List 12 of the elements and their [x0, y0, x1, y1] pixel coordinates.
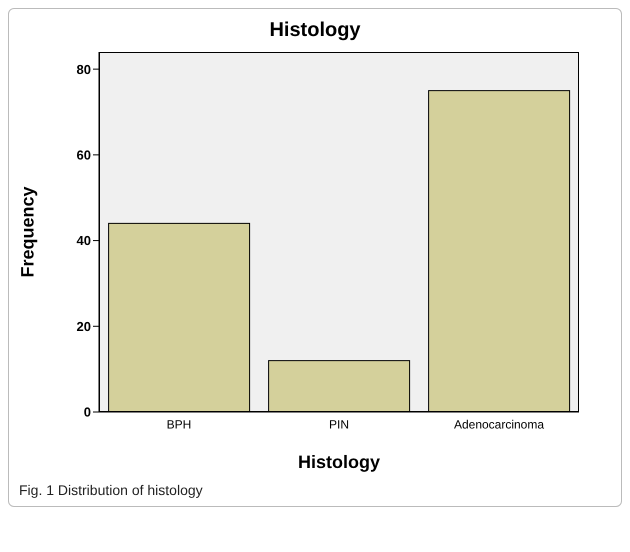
y-tick-label: 0 [84, 404, 91, 420]
y-tick-label: 80 [76, 62, 91, 77]
caption: Fig. 1 Distribution of histology [19, 482, 204, 498]
y-axis-title: Frequency [17, 186, 38, 278]
y-tick-label: 40 [76, 233, 91, 248]
x-tick-label: PIN [328, 418, 350, 432]
y-tick-label: 60 [76, 147, 91, 162]
x-tick-label: BPH [166, 418, 192, 432]
chart-title: Histology [268, 19, 362, 42]
x-tick-label: Adenocarcinoma [454, 418, 544, 432]
x-axis-title: Histology [298, 452, 380, 472]
y-tick-label: 20 [76, 318, 91, 334]
